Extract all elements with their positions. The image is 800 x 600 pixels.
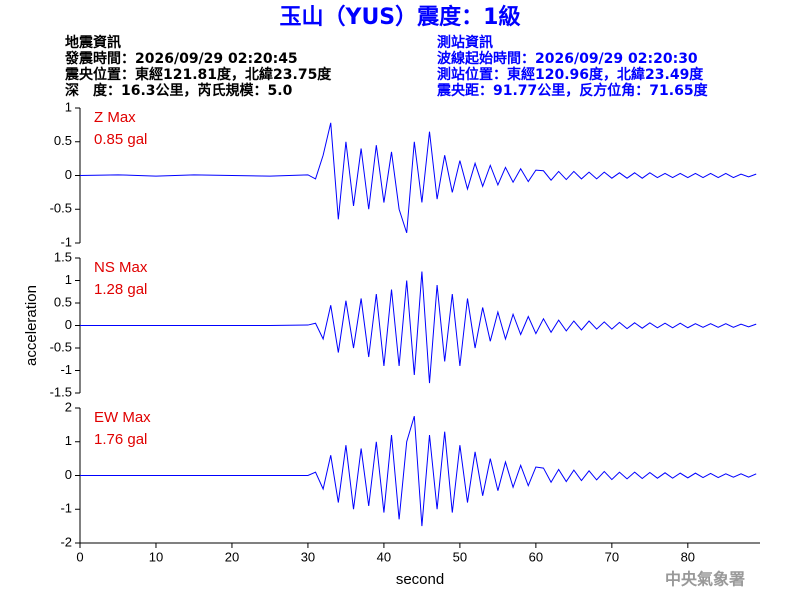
x-tick-label: 80: [681, 549, 695, 564]
y-tick-label: -2: [60, 534, 72, 549]
x-tick-label: 40: [377, 549, 391, 564]
y-tick-label: 2: [65, 399, 72, 414]
annotation: 0.85 gal: [94, 131, 147, 148]
y-tick-label: -1: [60, 234, 72, 249]
y-tick-label: -1: [60, 362, 72, 377]
info-line: 測站位置：東經120.96度，北緯23.49度: [437, 66, 704, 83]
x-tick-label: 20: [225, 549, 239, 564]
annotation: Z Max: [94, 109, 136, 126]
annotation: 1.76 gal: [94, 431, 147, 448]
y-tick-label: 1: [65, 433, 72, 448]
waveform: [80, 415, 757, 527]
annotation: EW Max: [94, 409, 151, 426]
info-line: 發震時間：2026/09/29 02:20:45: [64, 50, 298, 67]
y-tick-label: 1: [65, 272, 72, 287]
annotation: NS Max: [94, 259, 148, 276]
info-line: 深 度：16.3公里，芮氏規模：5.0: [65, 82, 293, 99]
x-tick-label: 50: [453, 549, 467, 564]
chart-title: 玉山（YUS）震度：1級: [280, 4, 521, 30]
x-tick-label: 70: [605, 549, 619, 564]
info-line: 測站資訊: [437, 34, 493, 51]
info-line: 波線起始時間：2026/09/29 02:20:30: [437, 50, 698, 67]
info-line: 震央位置：東經121.81度，北緯23.75度: [64, 66, 332, 83]
y-axis-label: acceleration: [23, 285, 40, 366]
waveform: [80, 271, 757, 384]
y-tick-label: -0.5: [50, 339, 72, 354]
x-tick-label: 0: [76, 549, 83, 564]
y-tick-label: -1: [60, 501, 72, 516]
y-tick-label: -1.5: [50, 384, 72, 399]
x-tick-label: 60: [529, 549, 543, 564]
y-tick-label: -0.5: [50, 201, 72, 216]
y-tick-label: 0: [65, 317, 72, 332]
x-tick-label: 10: [149, 549, 163, 564]
y-tick-label: 1.5: [54, 249, 72, 264]
watermark: 中央氣象署: [665, 570, 745, 589]
y-tick-label: 0.5: [54, 133, 72, 148]
waveform: [79, 122, 757, 234]
info-line: 地震資訊: [65, 34, 121, 51]
x-tick-label: 30: [301, 549, 315, 564]
annotation: 1.28 gal: [94, 281, 147, 298]
y-tick-label: 1: [65, 99, 72, 114]
y-tick-label: 0: [65, 167, 72, 182]
x-axis-label: second: [396, 571, 444, 588]
y-tick-label: 0: [65, 467, 72, 482]
info-line: 震央距：91.77公里，反方位角：71.65度: [436, 82, 709, 99]
y-tick-label: 0.5: [54, 294, 72, 309]
